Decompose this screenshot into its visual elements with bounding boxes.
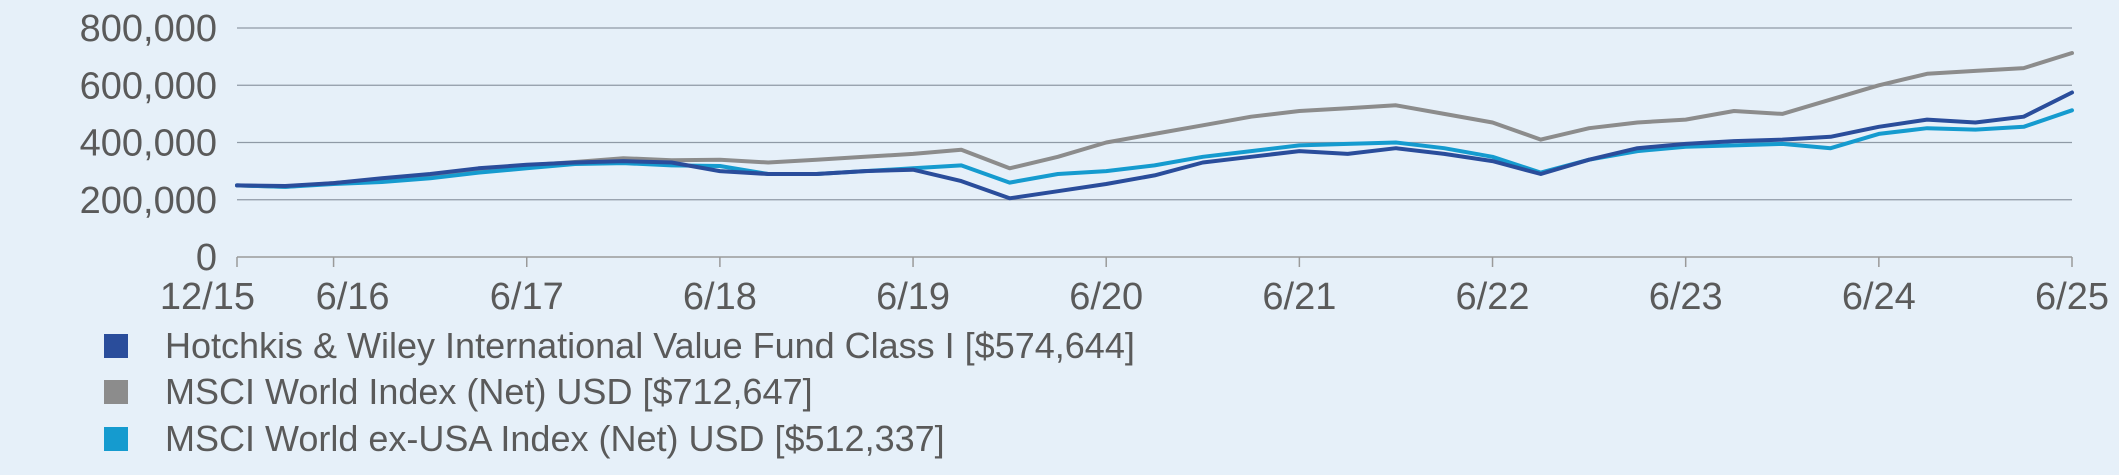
x-tick-label: 6/17 xyxy=(490,276,564,318)
x-tick-label: 6/22 xyxy=(1456,276,1530,318)
legend-swatch xyxy=(104,427,128,451)
x-tick-label: 6/18 xyxy=(683,276,757,318)
x-tick-label: 6/20 xyxy=(1069,276,1143,318)
legend-swatch xyxy=(104,334,128,358)
series-line-3 xyxy=(235,108,2074,189)
x-tick-label: 6/16 xyxy=(316,276,390,318)
y-tick-label: 0 xyxy=(196,237,217,279)
legend-item: MSCI World Index (Net) USD [$712,647] xyxy=(104,371,813,412)
series-line-1 xyxy=(235,90,2074,201)
x-tick-label: 6/25 xyxy=(2035,276,2109,318)
y-tick-label: 800,000 xyxy=(80,8,217,50)
y-tick-label: 600,000 xyxy=(80,65,217,107)
legend-label: Hotchkis & Wiley International Value Fun… xyxy=(165,325,1135,366)
legend-label: MSCI World ex-USA Index (Net) USD [$512,… xyxy=(165,418,945,459)
legend: Hotchkis & Wiley International Value Fun… xyxy=(104,325,1135,459)
x-tick-label: 6/24 xyxy=(1842,276,1916,318)
plot-area xyxy=(235,51,2074,201)
y-tick-label: 200,000 xyxy=(80,180,217,222)
legend-swatch xyxy=(104,380,128,404)
x-axis: 12/15 6/16 6/17 6/18 6/19 6/20 6/21 6/22 6/23 6/2… xyxy=(160,257,2109,318)
y-axis: 0 200,000 400,000 600,000 800,000 xyxy=(80,8,217,279)
legend-label: MSCI World Index (Net) USD [$712,647] xyxy=(165,371,813,412)
legend-item: MSCI World ex-USA Index (Net) USD [$512,… xyxy=(104,418,945,459)
x-tick-label: 6/21 xyxy=(1262,276,1336,318)
y-tick-label: 400,000 xyxy=(80,123,217,165)
x-tick-label: 12/15 xyxy=(160,276,255,318)
x-tick-label: 6/23 xyxy=(1649,276,1723,318)
legend-item: Hotchkis & Wiley International Value Fun… xyxy=(104,325,1135,366)
x-tick-label: 6/19 xyxy=(876,276,950,318)
gridlines xyxy=(237,27,2072,258)
